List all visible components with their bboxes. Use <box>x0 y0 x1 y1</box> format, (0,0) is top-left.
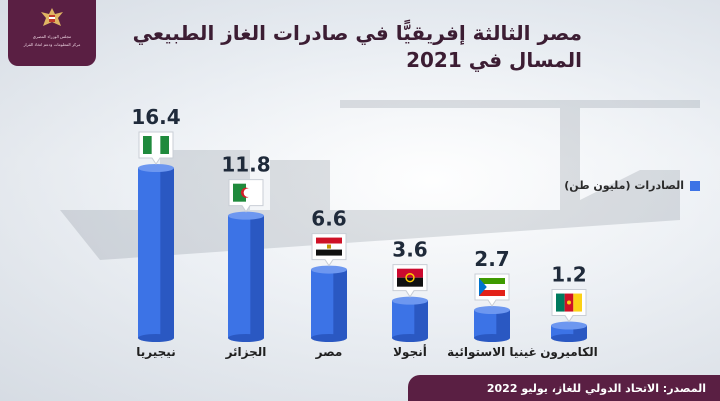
egypt-flag-icon <box>311 233 347 267</box>
source-bar: المصدر: الاتحاد الدولي للغاز، يوليو 2022 <box>408 375 720 401</box>
value-label: 6.6 <box>311 207 346 231</box>
value-label: 3.6 <box>392 238 427 262</box>
value-label: 2.7 <box>474 247 509 271</box>
logo-text-2: مركز المعلومات ودعم اتخاذ القرار <box>23 42 81 47</box>
equatorial-guinea-flag-icon <box>474 273 510 307</box>
value-label: 1.2 <box>551 263 586 287</box>
value-label: 11.8 <box>221 153 270 177</box>
value-label: 16.4 <box>131 105 180 129</box>
bar <box>138 164 174 342</box>
chart-title-line-2: المسال في 2021 <box>406 48 582 72</box>
angola-flag-icon <box>392 264 428 298</box>
legend-swatch <box>690 180 700 191</box>
bar <box>311 265 347 342</box>
legend-label: الصادرات (مليون طن) <box>564 179 684 192</box>
bar <box>392 296 428 342</box>
category-label: نيجيريا <box>136 345 175 359</box>
source-text: المصدر: الاتحاد الدولي للغاز، يوليو 2022 <box>486 381 706 395</box>
chart-title: مصر الثالثة إفريقيًّا في صادرات الغاز ال… <box>122 20 582 74</box>
category-label: غينيا الاستوائية <box>447 345 537 360</box>
category-label: مصر <box>315 345 343 359</box>
category-label: أنجولا <box>393 344 427 360</box>
brand-logo: مجلس الوزراء المصري مركز المعلومات ودعم … <box>8 0 96 66</box>
algeria-flag-icon <box>228 179 264 213</box>
nigeria-flag-icon <box>138 131 174 165</box>
category-label: الكاميرون <box>540 345 598 360</box>
legend: الصادرات (مليون طن) <box>564 179 700 192</box>
cameroon-flag-icon <box>551 289 587 323</box>
bar <box>551 321 587 342</box>
background-ship-image <box>60 100 700 260</box>
category-label: الجزائر <box>225 345 267 359</box>
bar <box>474 306 510 342</box>
chart-title-line-1: مصر الثالثة إفريقيًّا في صادرات الغاز ال… <box>132 21 582 45</box>
bar <box>228 211 264 342</box>
logo-text-1: مجلس الوزراء المصري <box>32 34 72 39</box>
eagle-emblem-icon <box>41 8 63 26</box>
